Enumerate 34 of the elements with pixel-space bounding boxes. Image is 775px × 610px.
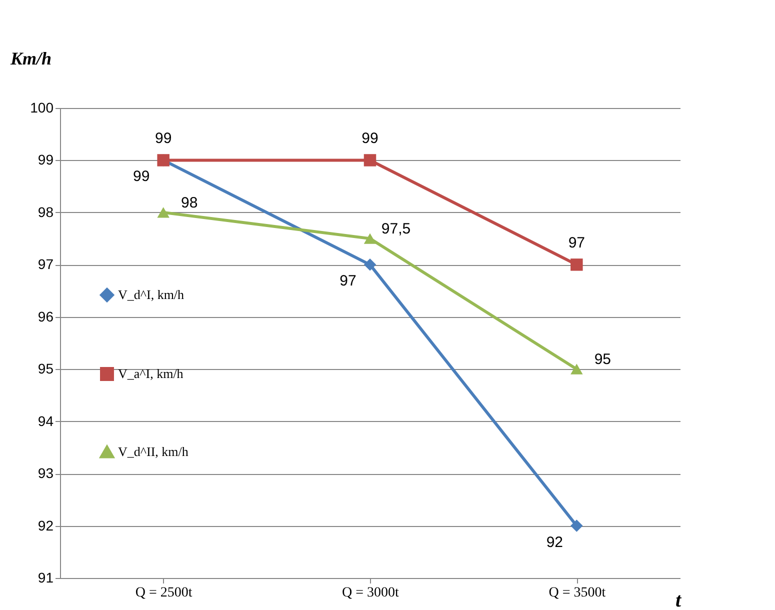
point [157, 207, 170, 218]
data-label: 95 [594, 351, 612, 368]
data-label: 97,5 [381, 220, 411, 238]
point [570, 364, 583, 374]
x-tick-label: Q = 3000t [342, 586, 400, 600]
x-tick-label: Q = 3500t [548, 586, 606, 600]
y-axis-title: Km/h [10, 48, 52, 68]
data-label: 97 [340, 272, 356, 290]
point [364, 258, 376, 271]
data-label: 99 [154, 130, 172, 148]
y-tick-label: 100 [30, 100, 54, 116]
y-tick-label: 95 [38, 360, 54, 377]
y-tick-label: 98 [38, 204, 54, 220]
point [570, 520, 583, 532]
data-label: 99 [362, 130, 378, 148]
point [364, 154, 376, 166]
legend-label: V_a^I, km/h [118, 366, 184, 381]
y-tick-label: 93 [38, 465, 54, 482]
data-label: 99 [132, 168, 150, 186]
y-tick-label: 97 [38, 256, 54, 272]
x-axis-title: t [676, 590, 682, 610]
y-tick-label: 92 [38, 517, 54, 534]
y-tick-label: 91 [38, 570, 54, 586]
legend-label: V_d^I, km/h [118, 287, 185, 302]
x-tick-label: Q = 2500t [135, 586, 192, 600]
y-tick-label: 99 [38, 152, 54, 168]
data-label: 97 [568, 234, 586, 252]
point [570, 258, 583, 271]
y-tick-label: 94 [38, 412, 54, 429]
y-tick-label: 96 [38, 308, 54, 324]
data-label: 92 [546, 534, 564, 551]
legend-label: V_d^II, km/h [118, 444, 189, 459]
data-label: 98 [180, 194, 198, 212]
point [364, 233, 376, 244]
